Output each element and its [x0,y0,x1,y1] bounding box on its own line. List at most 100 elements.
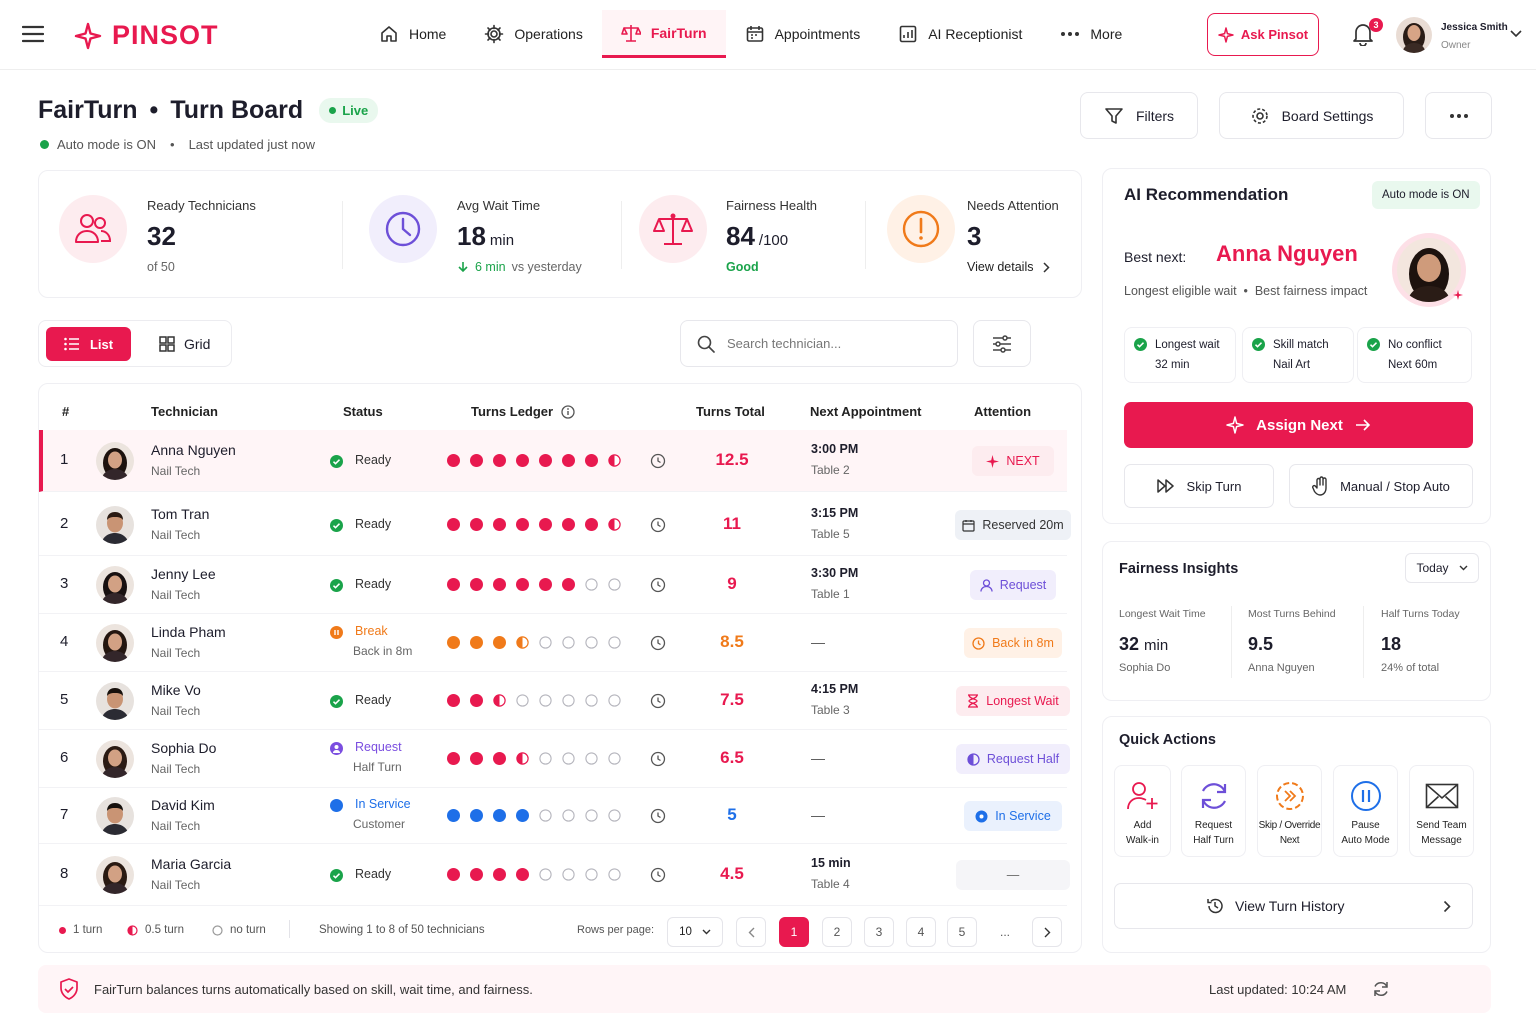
technician-name[interactable]: Linda Pham [151,624,226,640]
search-input[interactable]: Search technician... [680,320,958,367]
menu-icon[interactable] [22,24,44,44]
page-button-1[interactable]: 1 [779,917,809,947]
ask-pinsot-button[interactable]: Ask Pinsot [1207,13,1319,56]
col-attention: Attention [974,404,1032,419]
nav-fairturn[interactable]: FairTurn [601,10,726,58]
table-row[interactable]: 8 Maria Garcia Nail Tech Ready 4.5 15 mi… [39,844,1070,906]
technician-role: Nail Tech [151,819,201,833]
technician-name[interactable]: Maria Garcia [151,856,232,872]
period-select[interactable]: Today [1405,553,1479,583]
turn-dot-full [470,809,483,822]
chart-icon [898,24,918,44]
filters-label: Filters [1135,107,1175,124]
reason-chip-label: Skill match [1273,338,1329,351]
brand-logo[interactable]: PINSOT [74,20,219,51]
manual-stop-auto-button[interactable]: Manual / Stop Auto [1289,464,1473,508]
turn-dot-full [493,809,506,822]
turns-total: 9 [727,574,737,593]
attention-badge[interactable]: Request [970,570,1056,600]
table-row[interactable]: 4 Linda Pham Nail Tech Break Back in 8m … [39,614,1067,672]
next-appointment-table: Table 2 [811,463,850,477]
nav-appointments[interactable]: Appointments [726,10,880,58]
technician-name[interactable]: Tom Tran [151,506,210,522]
nav-appointments-label: Appointments [774,26,861,42]
stat-wait-trend-suffix: vs yesterday [511,260,582,274]
col-next[interactable]: Next Appointment [810,404,922,419]
nav-ai-receptionist[interactable]: AI Receptionist [879,10,1041,58]
chevron-down-icon [1459,565,1468,571]
table-row[interactable]: 6 Sophia Do Nail Tech Request Half Turn … [39,730,1070,788]
skip-turn-button[interactable]: Skip Turn [1124,464,1274,508]
assign-next-button[interactable]: Assign Next [1124,402,1473,448]
attention-badge[interactable]: Reserved 20m [955,510,1071,540]
technician-name[interactable]: Jenny Lee [151,566,216,582]
clock-icon[interactable] [650,751,666,767]
skip-override-next-button[interactable]: Skip / Override Next [1257,765,1322,857]
clock-icon [369,195,437,263]
bell-icon[interactable] [1352,22,1374,46]
clock-icon[interactable] [650,635,666,651]
pause-auto-mode-button[interactable]: Pause Auto Mode [1333,765,1398,857]
attention-badge[interactable]: Back in 8m [964,628,1062,658]
next-page-button[interactable] [1032,917,1062,947]
page-button-2[interactable]: 2 [822,917,852,947]
clock-icon[interactable] [650,577,666,593]
list-view-button[interactable]: List [46,327,131,361]
avatar[interactable] [1396,17,1432,53]
table-row[interactable]: 2 Tom Tran Nail Tech Ready 11 3:15 PM Ta… [39,494,1071,556]
row-number: 8 [60,865,69,882]
nav-home[interactable]: Home [360,10,465,58]
technician-name[interactable]: David Kim [151,797,215,813]
request-half-turn-button[interactable]: Request Half Turn [1181,765,1246,857]
board-settings-button[interactable]: Board Settings [1219,92,1404,139]
col-status[interactable]: Status [343,404,383,419]
more-options-button[interactable] [1425,92,1492,139]
filters-button[interactable]: Filters [1080,92,1198,139]
table-row[interactable]: 3 Jenny Lee Nail Tech Ready 9 3:30 PM Ta… [39,556,1067,614]
view-turn-history-button[interactable]: View Turn History [1114,883,1473,929]
attention-badge[interactable]: NEXT [972,446,1054,476]
refresh-icon [1198,774,1230,818]
next-appointment-time: 3:30 PM [811,566,859,580]
attention-badge[interactable]: Longest Wait [956,686,1070,716]
clock-icon[interactable] [650,693,666,709]
turn-dot-empty [608,752,621,765]
sparkle-logo-icon [74,22,102,50]
col-total[interactable]: Turns Total [696,404,765,419]
add-walk-in-button[interactable]: Add Walk-in [1114,765,1171,857]
send-team-message-button[interactable]: Send Team Message [1409,765,1474,857]
technician-name[interactable]: Anna Nguyen [151,442,236,458]
reason-chip-header: Skill match [1252,338,1329,351]
add-user-icon [1126,774,1159,818]
table-row[interactable]: 1 Anna Nguyen Nail Tech Ready 12.5 3:00 … [39,430,1067,492]
info-icon[interactable] [561,404,575,419]
clock-icon[interactable] [650,808,666,824]
nav-operations[interactable]: Operations [465,10,601,58]
grid-view-button[interactable]: Grid [159,327,210,361]
attention-badge[interactable]: Request Half [956,744,1070,774]
prev-page-button[interactable] [736,917,766,947]
technician-name[interactable]: Sophia Do [151,740,217,756]
rows-per-page-select[interactable]: 10 [667,917,723,947]
column-filter-button[interactable] [973,320,1031,367]
page-button-5[interactable]: 5 [947,917,977,947]
page-button-4[interactable]: 4 [906,917,936,947]
col-technician[interactable]: Technician [151,404,218,419]
page-title: FairTurn • Turn Board Live [38,96,379,125]
attention-badge[interactable]: In Service [964,801,1062,831]
table-row[interactable]: 5 Mike Vo Nail Tech Ready 7.5 4:15 PM Ta… [39,672,1070,730]
technician-name[interactable]: Mike Vo [151,682,201,698]
refresh-icon[interactable] [1372,980,1390,998]
stat-wait-trend: 6 min vs yesterday [457,260,582,274]
nav-more[interactable]: More [1041,10,1141,58]
attention-badge[interactable]: — [956,860,1070,890]
status-icon [330,869,343,882]
clock-icon[interactable] [650,453,666,469]
clock-icon[interactable] [650,867,666,883]
table-row[interactable]: 7 David Kim Nail Tech In Service Custome… [39,788,1067,844]
view-details-link[interactable]: View details [967,260,1051,274]
reason-chip-header: No conflict [1367,338,1442,351]
clock-icon[interactable] [650,517,666,533]
chevron-down-icon[interactable] [1510,30,1522,38]
page-button-3[interactable]: 3 [864,917,894,947]
